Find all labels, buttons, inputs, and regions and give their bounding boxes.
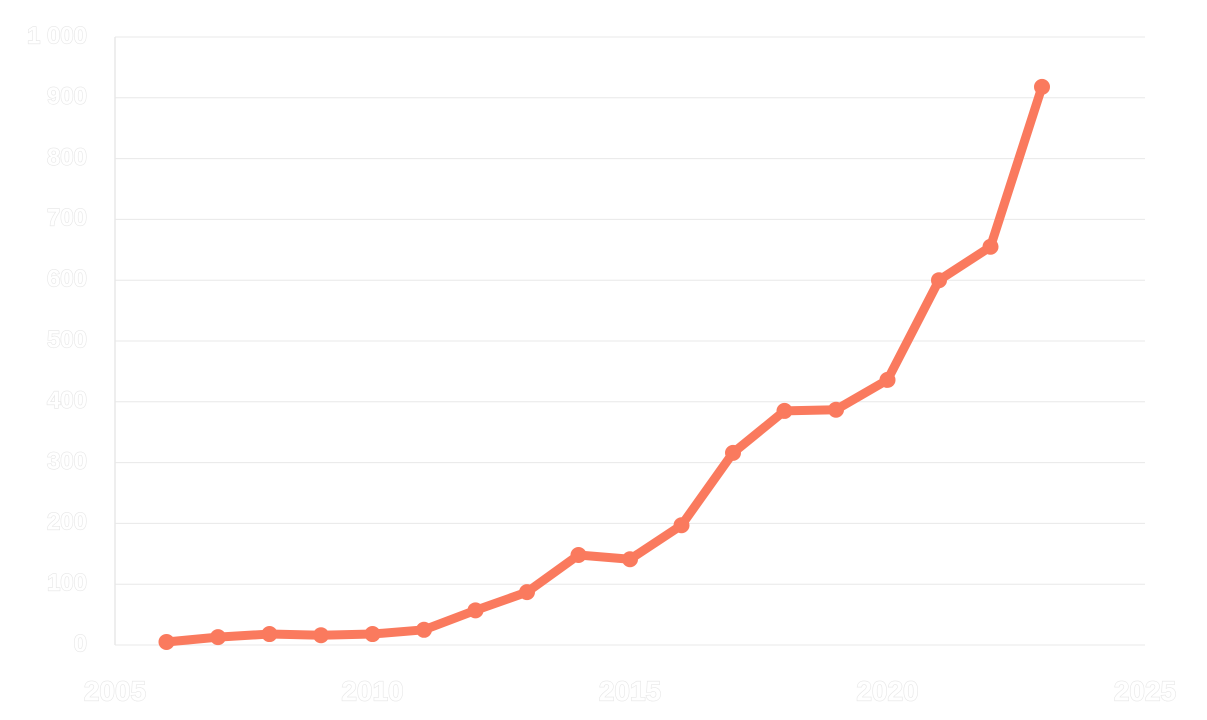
point	[519, 584, 535, 601]
point	[210, 629, 226, 646]
point	[776, 402, 793, 419]
point	[416, 621, 432, 638]
y-tick-label: 1 000	[27, 22, 87, 49]
point	[879, 371, 896, 388]
series-line	[162, 82, 1047, 647]
x-tick-label: 2020	[856, 675, 918, 706]
point	[158, 633, 175, 650]
y-tick-label: 400	[47, 387, 87, 414]
point	[622, 551, 638, 568]
y-tick-label: 200	[47, 509, 87, 536]
point	[673, 517, 690, 534]
x-tick-label: 2005	[84, 675, 146, 706]
point	[467, 602, 484, 619]
y-tick-label: 800	[47, 144, 87, 171]
y-tick-label: 500	[47, 326, 87, 353]
point	[725, 444, 741, 461]
point	[982, 238, 999, 255]
x-tick-label: 2010	[341, 675, 403, 706]
point	[1034, 78, 1050, 95]
y-tick-label: 300	[47, 448, 87, 475]
point	[261, 626, 278, 643]
point	[364, 626, 381, 643]
y-tick-label: 700	[47, 205, 87, 232]
x-tick-label: 2015	[599, 675, 661, 706]
point	[570, 547, 587, 564]
y-tick-label: 100	[47, 570, 87, 597]
y-tick-label: 0	[74, 630, 87, 657]
y-tick-label: 900	[47, 83, 87, 110]
point	[931, 272, 947, 289]
x-tick-label: 2025	[1114, 675, 1176, 706]
y-tick-label: 600	[47, 266, 87, 293]
point	[828, 401, 844, 418]
point	[313, 627, 329, 644]
